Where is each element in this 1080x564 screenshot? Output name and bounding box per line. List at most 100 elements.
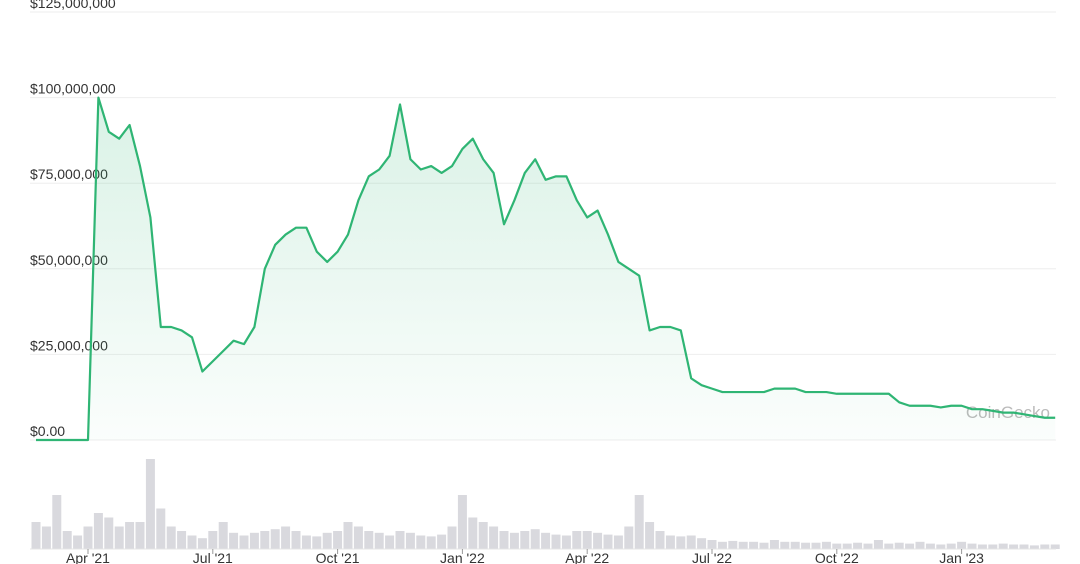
volume-bar <box>925 543 935 549</box>
volume-bar <box>104 517 114 549</box>
volume-bar <box>624 526 634 549</box>
volume-bar <box>93 513 103 549</box>
volume-bar <box>468 517 478 549</box>
volume-bar <box>291 531 301 549</box>
volume-bar <box>665 535 675 549</box>
volume-bar <box>1050 544 1060 549</box>
volume-bar <box>218 522 228 549</box>
volume-bar <box>301 535 311 549</box>
volume-bar <box>1040 544 1050 549</box>
volume-bar <box>946 543 956 549</box>
volume-bar <box>385 535 395 549</box>
volume-bar <box>125 522 135 549</box>
volume-bar <box>405 532 415 549</box>
x-tick-label: Jul '21 <box>193 550 233 564</box>
x-tick-label: Jan '23 <box>939 550 984 564</box>
x-tick-label: Jan '22 <box>440 550 485 564</box>
volume-bar <box>395 531 405 549</box>
volume-bar <box>270 529 280 549</box>
volume-bar <box>114 526 124 549</box>
volume-bar <box>988 544 998 549</box>
volume-bar <box>478 522 488 549</box>
volume-bar <box>801 542 811 549</box>
volume-bar <box>697 538 707 549</box>
volume-bar <box>634 495 644 549</box>
volume-bar <box>749 541 759 549</box>
volume-bar <box>1029 545 1039 549</box>
volume-bar <box>811 542 821 549</box>
volume-bar <box>603 534 613 549</box>
volume-bar <box>177 531 187 549</box>
volume-bar <box>613 535 623 549</box>
volume-bar <box>333 531 343 549</box>
volume-bar <box>821 541 831 549</box>
volume-bar <box>738 541 748 549</box>
volume-bar <box>416 535 426 549</box>
volume-bar <box>312 536 322 549</box>
volume-bar <box>353 526 363 549</box>
volume-bar <box>530 529 540 549</box>
volume-bar <box>957 541 967 549</box>
volume-bar <box>873 540 883 549</box>
volume-bar <box>853 542 863 549</box>
volume-bar <box>655 531 665 549</box>
volume-bar <box>884 543 894 549</box>
volume-bar <box>936 544 946 549</box>
y-tick-label: $75,000,000 <box>30 166 108 182</box>
volume-bar <box>1019 544 1029 549</box>
volume-bar <box>208 531 218 549</box>
volume-bar <box>187 535 197 549</box>
volume-bar <box>780 541 790 549</box>
y-tick-label: $100,000,000 <box>30 81 116 97</box>
y-tick-label: $0.00 <box>30 423 65 439</box>
volume-bar <box>135 522 145 549</box>
volume-bar <box>769 540 779 549</box>
volume-bar <box>842 543 852 549</box>
volume-bar <box>832 543 842 549</box>
volume-bar <box>62 531 72 549</box>
volume-bar <box>281 526 291 549</box>
volume-bar <box>593 532 603 549</box>
volume-bar <box>998 543 1008 549</box>
volume-bar <box>645 522 655 549</box>
volume-bar <box>343 522 353 549</box>
y-tick-label: $50,000,000 <box>30 252 108 268</box>
volume-bar <box>322 532 332 549</box>
volume-bar <box>83 526 93 549</box>
x-tick-label: Apr '22 <box>565 550 609 564</box>
volume-bar <box>437 534 447 549</box>
volume-bar <box>249 532 259 549</box>
volume-bar <box>499 531 509 549</box>
volume-bar <box>905 543 915 549</box>
volume-bar <box>509 532 519 549</box>
volume-bar <box>260 531 270 549</box>
volume-bar <box>426 536 436 549</box>
volume-bar <box>728 540 738 549</box>
volume-bar <box>967 543 977 549</box>
volume-bar <box>52 495 62 549</box>
volume-bar <box>156 508 166 549</box>
volume-bar <box>166 526 176 549</box>
volume-bar <box>582 531 592 549</box>
volume-bar <box>915 541 925 549</box>
volume-bar <box>489 526 499 549</box>
volume-bar <box>676 536 686 549</box>
volume-bar <box>197 538 207 549</box>
volume-bar <box>863 543 873 549</box>
volume-bar <box>145 459 155 549</box>
volume-bar <box>894 542 904 549</box>
x-tick-label: Apr '21 <box>66 550 110 564</box>
volume-bar <box>1009 544 1019 549</box>
volume-bar <box>717 541 727 549</box>
volume-bar <box>686 535 696 549</box>
volume-bar <box>551 534 561 549</box>
volume-bar <box>447 526 457 549</box>
volume-bar <box>31 522 41 549</box>
volume-bar <box>790 541 800 549</box>
x-tick-label: Oct '21 <box>316 550 360 564</box>
volume-bar <box>364 531 374 549</box>
x-tick-label: Jul '22 <box>692 550 732 564</box>
volume-bar <box>707 540 717 549</box>
